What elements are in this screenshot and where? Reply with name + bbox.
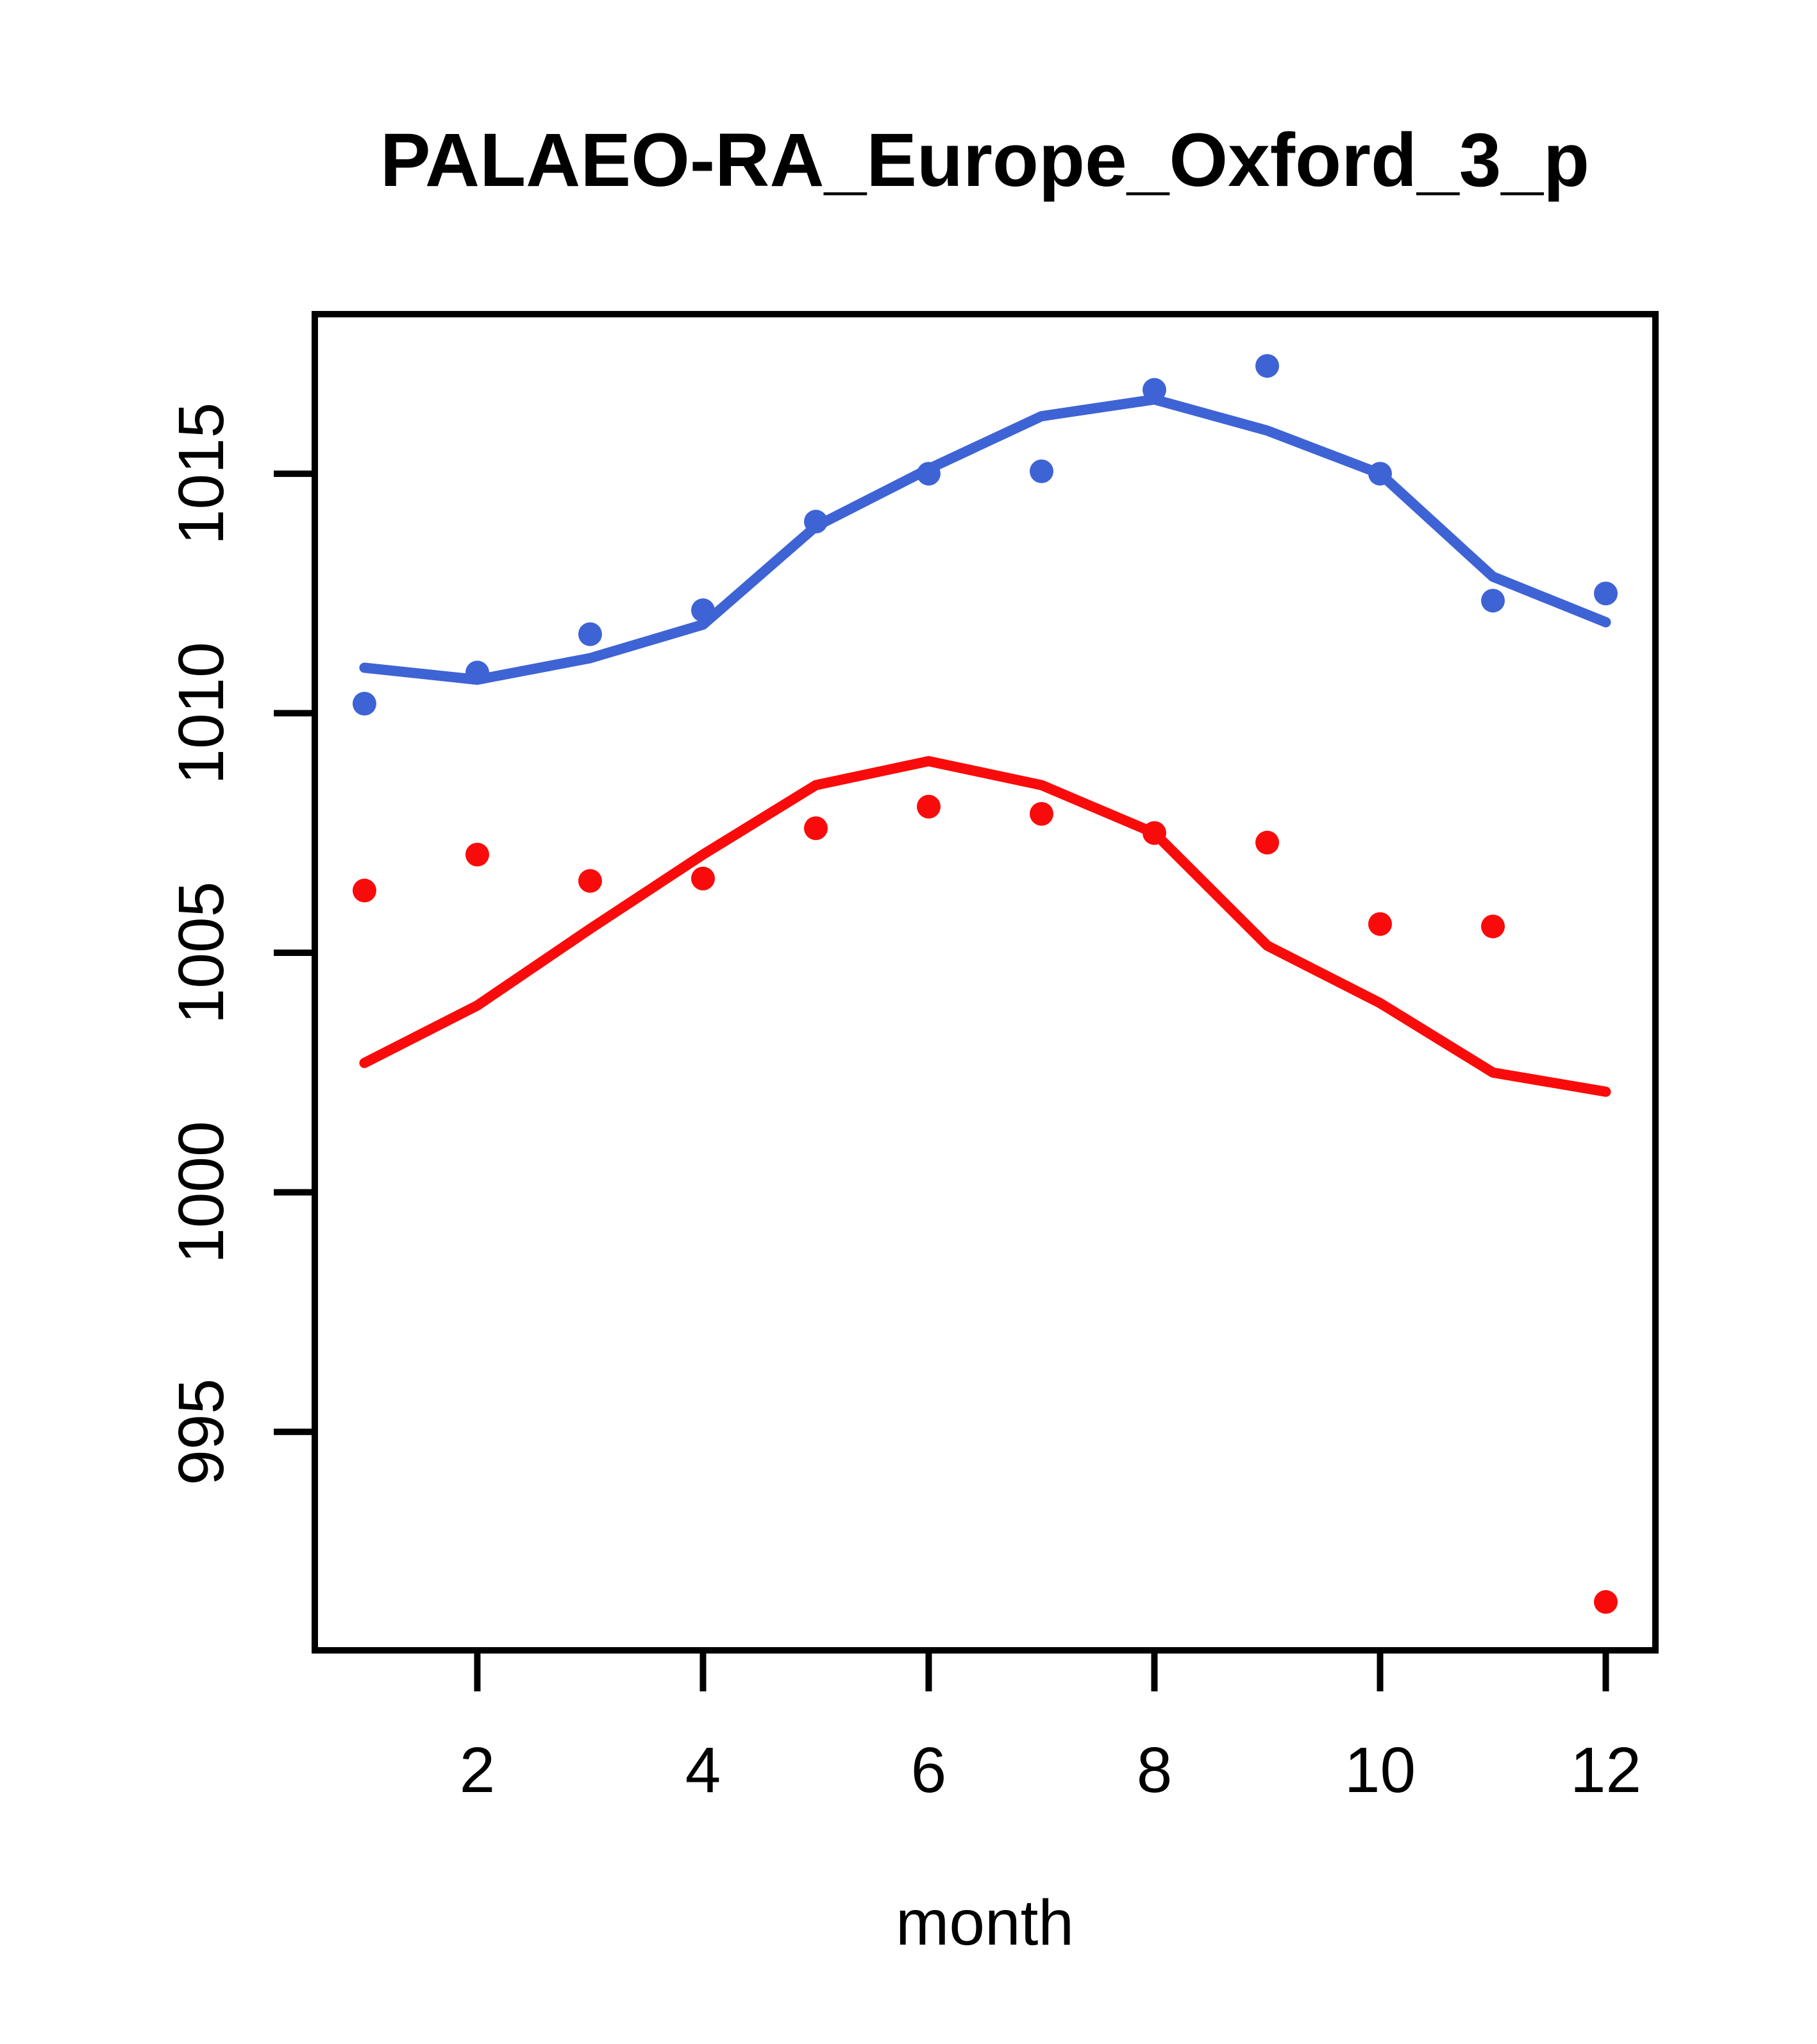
red-point xyxy=(1255,830,1280,855)
red-point xyxy=(1030,801,1054,826)
x-axis-ticks xyxy=(474,1650,1609,1691)
chart-title: PALAEO-RA_Europe_Oxford_3_p xyxy=(380,118,1589,203)
red-point xyxy=(1594,1590,1618,1614)
red-points-group xyxy=(352,794,1618,1614)
y-tick-label: 1000 xyxy=(165,1121,237,1263)
x-tick-label: 6 xyxy=(911,1734,947,1806)
series-layer xyxy=(352,354,1618,1614)
y-tick-label: 1005 xyxy=(165,882,237,1024)
y-axis-ticks xyxy=(274,470,315,1436)
red-line xyxy=(359,756,1611,1097)
x-axis-tick-labels: 2 4 6 8 10 12 xyxy=(460,1734,1642,1806)
y-tick-label: 1010 xyxy=(165,642,237,784)
x-axis-title: month xyxy=(896,1887,1074,1959)
y-tick-label: 1015 xyxy=(165,403,237,545)
x-tick-label: 12 xyxy=(1570,1734,1641,1806)
red-point xyxy=(691,866,715,891)
x-tick-label: 2 xyxy=(460,1734,496,1806)
blue-point xyxy=(352,691,376,716)
blue-point xyxy=(1255,354,1280,378)
y-tick-label: 995 xyxy=(165,1378,237,1486)
blue-point xyxy=(578,622,602,646)
red-point xyxy=(1368,912,1393,936)
x-tick-label: 4 xyxy=(685,1734,721,1806)
blue-point xyxy=(1594,582,1618,606)
red-point xyxy=(916,794,941,819)
x-tick-label: 8 xyxy=(1137,1734,1173,1806)
red-point xyxy=(803,816,828,841)
blue-line xyxy=(359,394,1611,685)
red-point xyxy=(1481,914,1505,939)
blue-point xyxy=(1030,459,1054,483)
red-point xyxy=(352,878,376,903)
x-tick-label: 10 xyxy=(1344,1734,1416,1806)
y-axis-tick-labels: 995 1000 1005 1010 1015 xyxy=(165,403,237,1486)
blue-point xyxy=(1481,589,1505,613)
blue-points-group xyxy=(352,354,1618,716)
red-point xyxy=(578,869,602,893)
red-point xyxy=(465,842,489,867)
plot-box xyxy=(312,311,1659,1654)
